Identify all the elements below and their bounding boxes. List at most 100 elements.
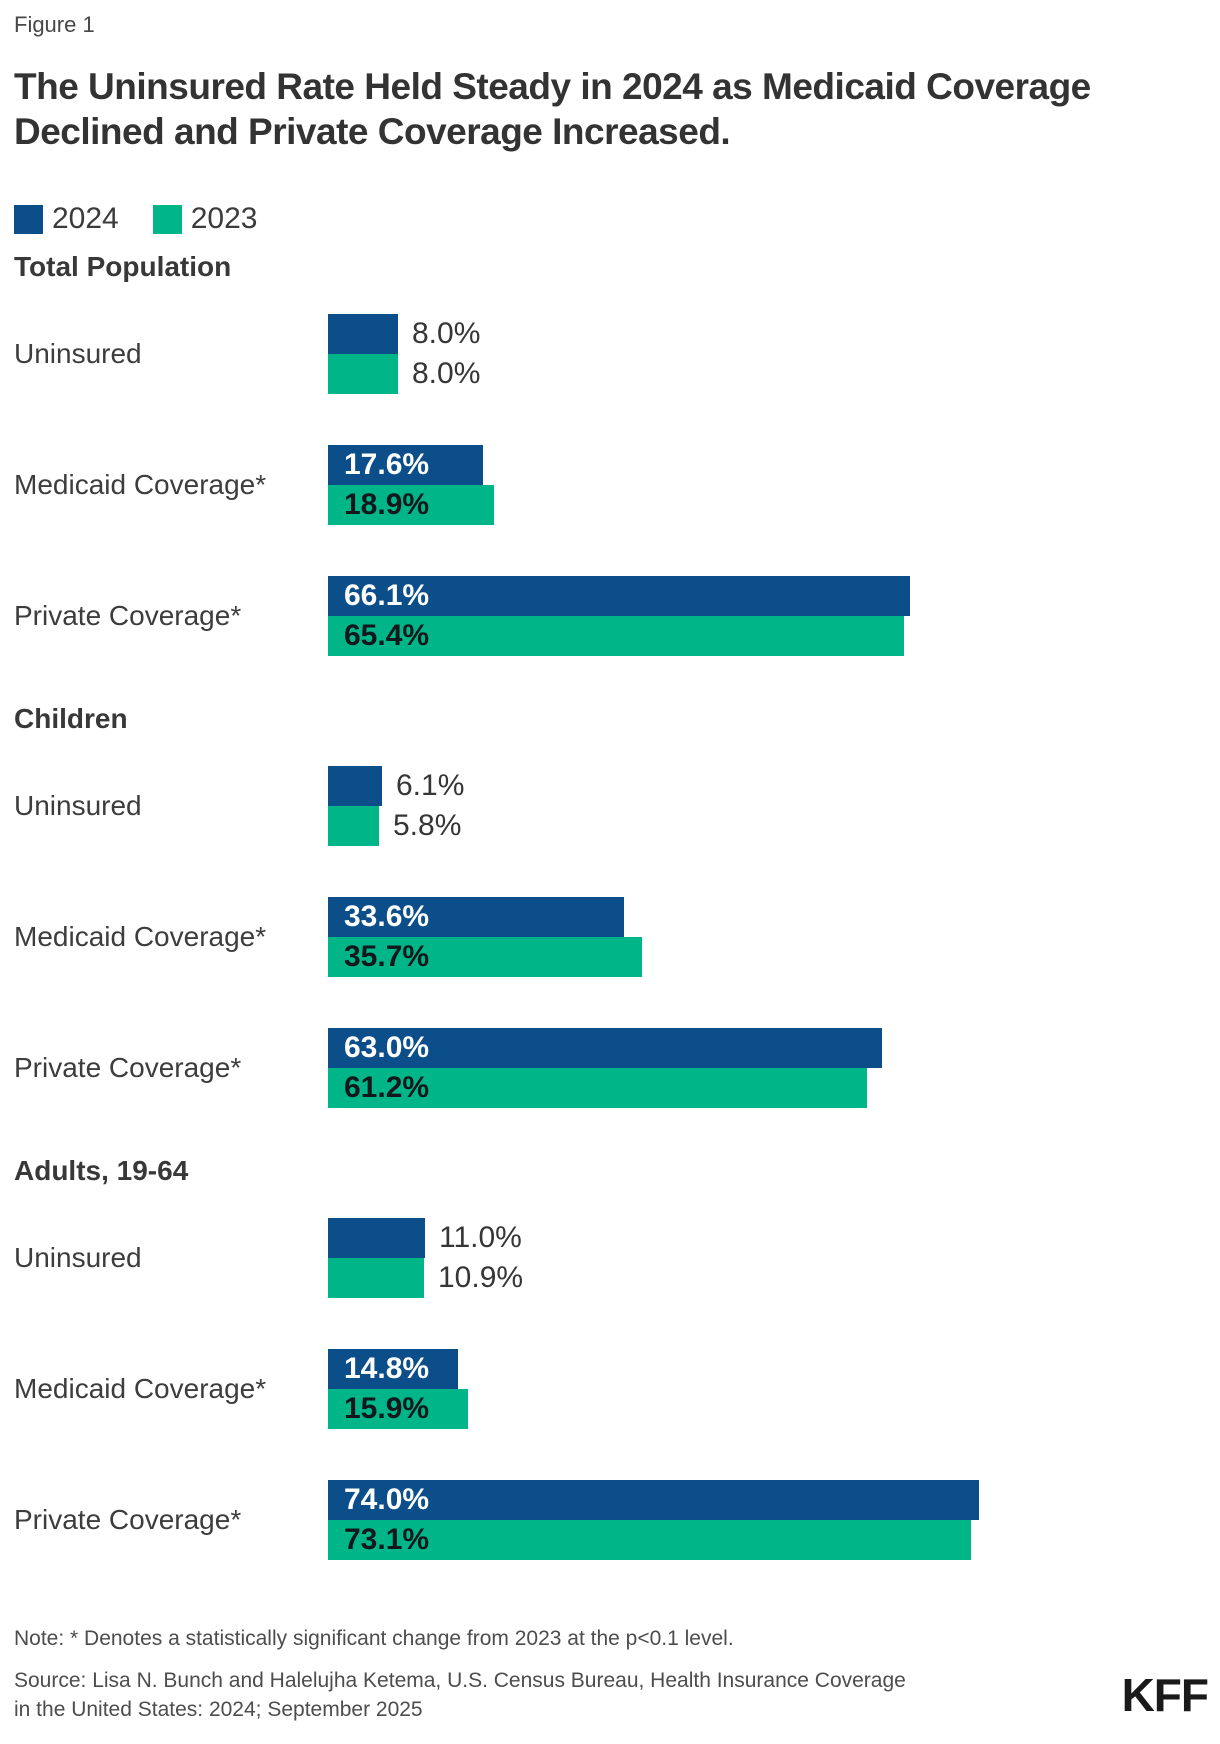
row-label: Medicaid Coverage*	[14, 469, 267, 500]
chart-section: Total Population Uninsured 8.0% 8.0% Med…	[14, 250, 1208, 656]
legend-item-2023: 2023	[152, 202, 258, 236]
chart-row: Uninsured 11.0% 10.9%	[14, 1218, 1208, 1298]
bar-value: 15.9%	[344, 1392, 430, 1425]
chart-section: Children Uninsured 6.1% 5.8% Medicaid Co…	[14, 702, 1208, 1108]
legend: 2024 2023	[14, 202, 1208, 236]
bar-value: 10.9%	[438, 1261, 524, 1294]
bar-value: 63.0%	[344, 1031, 430, 1064]
series-2024-bar: 8.0%	[328, 314, 480, 354]
bar-fill	[328, 314, 398, 354]
bar-fill: 33.6%	[328, 897, 624, 937]
bar-fill: 61.2%	[328, 1068, 867, 1108]
footer: Note: * Denotes a statistically signific…	[14, 1626, 1209, 1724]
bar-fill: 73.1%	[328, 1520, 971, 1560]
legend-label-2024: 2024	[52, 202, 119, 235]
series-2024-bar: 66.1%	[328, 576, 910, 616]
bar-fill: 35.7%	[328, 937, 642, 977]
series-2024-bar: 63.0%	[328, 1028, 882, 1068]
row-label: Medicaid Coverage*	[14, 921, 267, 952]
bar-value: 33.6%	[344, 900, 430, 933]
bar-value: 61.2%	[344, 1071, 430, 1104]
kff-logo: KFF	[1121, 1669, 1209, 1721]
row-label: Uninsured	[14, 338, 142, 369]
bar-pair: 33.6% 35.7%	[328, 897, 642, 977]
bar-value: 14.8%	[344, 1352, 430, 1385]
bar-fill: 65.4%	[328, 616, 904, 656]
series-2024-bar: 14.8%	[328, 1349, 468, 1389]
bar-value: 65.4%	[344, 619, 430, 652]
bar-value: 73.1%	[344, 1523, 430, 1556]
bar-fill: 14.8%	[328, 1349, 458, 1389]
legend-swatch-2023-icon	[152, 204, 182, 234]
bar-fill: 63.0%	[328, 1028, 882, 1068]
series-2024-bar: 33.6%	[328, 897, 642, 937]
bar-value: 18.9%	[344, 488, 430, 521]
chart-row: Uninsured 8.0% 8.0%	[14, 314, 1208, 394]
series-2023-bar: 10.9%	[328, 1258, 523, 1298]
chart-row: Uninsured 6.1% 5.8%	[14, 766, 1208, 846]
series-2023-bar: 5.8%	[328, 806, 464, 846]
row-label: Medicaid Coverage*	[14, 1373, 267, 1404]
bar-pair: 74.0% 73.1%	[328, 1480, 979, 1560]
bar-value: 74.0%	[344, 1483, 430, 1516]
footer-text: Note: * Denotes a statistically signific…	[14, 1626, 1122, 1724]
bar-pair: 63.0% 61.2%	[328, 1028, 882, 1108]
section-heading: Adults, 19-64	[14, 1155, 189, 1186]
series-2024-bar: 11.0%	[328, 1218, 523, 1258]
row-label: Private Coverage*	[14, 600, 242, 631]
chart-row: Private Coverage* 74.0% 73.1%	[14, 1480, 1208, 1560]
bar-pair: 8.0% 8.0%	[328, 314, 480, 394]
section-heading: Children	[14, 703, 128, 734]
series-2024-bar: 17.6%	[328, 445, 494, 485]
row-label: Uninsured	[14, 1242, 142, 1273]
bar-pair: 6.1% 5.8%	[328, 766, 464, 846]
legend-label-2023: 2023	[190, 202, 258, 235]
bar-fill: 17.6%	[328, 445, 483, 485]
note-text: Note: * Denotes a statistically signific…	[14, 1627, 734, 1650]
bar-fill: 18.9%	[328, 485, 494, 525]
series-2023-bar: 73.1%	[328, 1520, 979, 1560]
bar-value: 6.1%	[396, 769, 465, 802]
chart-body: Total Population Uninsured 8.0% 8.0% Med…	[14, 250, 1208, 1560]
bar-value: 11.0%	[439, 1221, 522, 1254]
series-2023-bar: 15.9%	[328, 1389, 468, 1429]
bar-value: 8.0%	[412, 317, 481, 350]
series-2023-bar: 18.9%	[328, 485, 494, 525]
bar-value: 5.8%	[393, 809, 462, 842]
chart-row: Private Coverage* 66.1% 65.4%	[14, 576, 1208, 656]
chart-section: Adults, 19-64 Uninsured 11.0% 10.9% Medi…	[14, 1154, 1208, 1560]
chart-title: The Uninsured Rate Held Steady in 2024 a…	[14, 66, 1091, 152]
bar-fill: 74.0%	[328, 1480, 979, 1520]
bar-fill	[328, 766, 382, 806]
series-2023-bar: 35.7%	[328, 937, 642, 977]
bar-pair: 14.8% 15.9%	[328, 1349, 468, 1429]
bar-value: 35.7%	[344, 940, 430, 973]
bar-value: 66.1%	[344, 579, 430, 612]
series-2023-bar: 8.0%	[328, 354, 480, 394]
bar-fill: 66.1%	[328, 576, 910, 616]
bar-fill: 15.9%	[328, 1389, 468, 1429]
chart-row: Medicaid Coverage* 14.8% 15.9%	[14, 1349, 1208, 1429]
chart-row: Medicaid Coverage* 17.6% 18.9%	[14, 445, 1208, 525]
figure-label: Figure 1	[14, 12, 95, 37]
series-2024-bar: 74.0%	[328, 1480, 979, 1520]
bar-pair: 66.1% 65.4%	[328, 576, 910, 656]
section-rows: Uninsured 11.0% 10.9% Medicaid Coverage*…	[14, 1218, 1208, 1560]
row-label: Private Coverage*	[14, 1052, 242, 1083]
series-2023-bar: 65.4%	[328, 616, 910, 656]
row-label: Uninsured	[14, 790, 142, 821]
section-heading: Total Population	[14, 251, 232, 282]
legend-swatch-2024-icon	[14, 204, 43, 234]
bar-pair: 11.0% 10.9%	[328, 1218, 523, 1298]
bar-fill	[328, 806, 379, 846]
bar-fill	[328, 354, 398, 394]
bar-pair: 17.6% 18.9%	[328, 445, 494, 525]
series-2023-bar: 61.2%	[328, 1068, 882, 1108]
series-2024-bar: 6.1%	[328, 766, 464, 806]
chart-row: Medicaid Coverage* 33.6% 35.7%	[14, 897, 1208, 977]
bar-value: 8.0%	[412, 357, 481, 390]
row-label: Private Coverage*	[14, 1504, 242, 1535]
chart-row: Private Coverage* 63.0% 61.2%	[14, 1028, 1208, 1108]
bar-value: 17.6%	[344, 448, 430, 481]
